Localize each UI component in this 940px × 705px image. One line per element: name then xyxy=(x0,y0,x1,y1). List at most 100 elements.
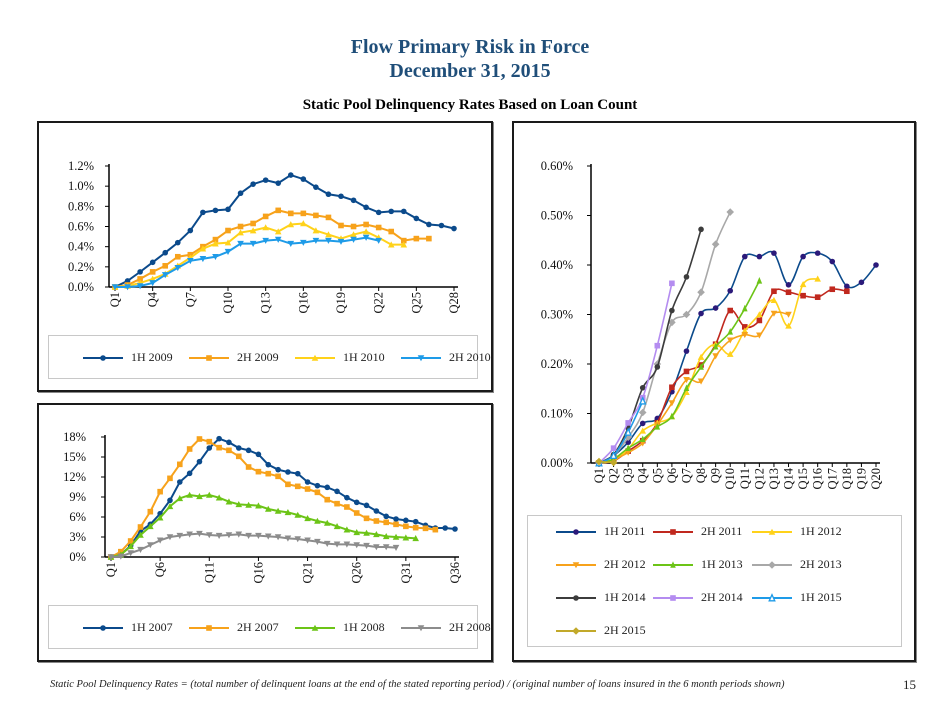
data-point xyxy=(274,228,282,235)
data-point xyxy=(325,214,332,221)
data-point xyxy=(294,511,302,518)
x-tick-label: Q1 xyxy=(108,292,122,307)
data-point xyxy=(412,535,419,542)
legend-marker xyxy=(768,560,776,569)
data-point xyxy=(698,226,704,233)
page-subtitle: Static Pool Delinquency Rates Based on L… xyxy=(302,97,638,113)
data-point xyxy=(215,532,223,539)
data-point xyxy=(363,529,370,536)
data-point xyxy=(167,497,173,504)
legend-marker xyxy=(206,624,212,631)
data-point xyxy=(237,240,244,247)
x-tick-label: Q36 xyxy=(448,562,462,584)
data-point xyxy=(698,363,704,370)
legend-swatch-icon xyxy=(295,624,335,631)
legend-label: 1H 2009 xyxy=(131,350,173,364)
y-tick-label: 18% xyxy=(63,430,86,444)
data-point xyxy=(199,255,207,263)
footnote: Static Pool Delinquency Rates = (total n… xyxy=(50,679,785,690)
data-point xyxy=(697,288,705,297)
data-point xyxy=(174,253,181,260)
x-tick-label: Q31 xyxy=(399,562,413,584)
data-point xyxy=(609,458,618,467)
data-point xyxy=(373,531,380,538)
series-line xyxy=(110,493,416,558)
data-point xyxy=(196,530,203,537)
data-point xyxy=(426,221,432,228)
data-point xyxy=(785,322,792,329)
data-point xyxy=(654,342,661,349)
data-point xyxy=(127,538,134,544)
legend-swatch-icon xyxy=(556,528,596,535)
data-point xyxy=(196,458,203,465)
data-point xyxy=(137,524,144,530)
legend-swatch-icon xyxy=(189,354,229,361)
data-point xyxy=(304,479,311,485)
data-point xyxy=(412,518,419,525)
data-point xyxy=(800,253,806,260)
data-point xyxy=(225,498,233,505)
x-tick-label: Q10 xyxy=(723,468,737,490)
data-point xyxy=(639,427,647,434)
data-point xyxy=(304,537,311,544)
data-point xyxy=(609,450,618,460)
x-tick-label: Q11 xyxy=(202,562,216,583)
data-point xyxy=(255,451,262,458)
legend-label: 1H 2014 xyxy=(604,590,646,604)
series-line xyxy=(598,288,847,464)
data-point xyxy=(245,532,252,539)
series-line xyxy=(598,278,818,464)
y-tick-label: 0.2% xyxy=(68,260,94,274)
legend-swatch-icon xyxy=(653,594,693,601)
data-point xyxy=(413,235,420,242)
legend-label: 2H 2014 xyxy=(701,590,743,604)
y-tick-label: 0.60% xyxy=(541,159,573,173)
data-point xyxy=(771,250,777,256)
data-point xyxy=(770,296,778,303)
data-point xyxy=(187,257,194,265)
legend-item: 1H 2011 xyxy=(556,524,645,539)
data-point xyxy=(402,534,410,541)
y-tick-label: 0.00% xyxy=(541,456,573,470)
data-point xyxy=(235,453,242,460)
data-point xyxy=(873,262,879,268)
x-tick-label: Q21 xyxy=(301,562,315,584)
legend-marker xyxy=(670,594,676,601)
data-point xyxy=(187,227,194,234)
data-point xyxy=(124,284,131,291)
data-point xyxy=(325,191,332,198)
data-point xyxy=(392,544,400,551)
data-point xyxy=(225,206,231,213)
data-point xyxy=(196,493,203,500)
data-point xyxy=(262,213,269,220)
legend-chart2: 1H 2007 2H 2007 1H 2008 2H 2008 xyxy=(48,605,491,649)
legend-label: 2H 2013 xyxy=(800,557,842,571)
data-point xyxy=(176,495,184,502)
series-2h-2010 xyxy=(111,234,382,291)
chart2: 0% 3% 6% 9% 12% 15% 18% Q1 Q6 Q11 Q16 Q21 Q26 Q31 Q36 xyxy=(63,430,462,584)
legend-item: 2H 2011 xyxy=(653,524,742,539)
data-point xyxy=(107,554,115,561)
data-point xyxy=(373,518,380,524)
data-point xyxy=(275,473,281,480)
data-point xyxy=(205,532,213,539)
data-point xyxy=(363,542,370,549)
data-point xyxy=(741,324,748,330)
legend-label: 2H 2011 xyxy=(701,524,743,538)
data-point xyxy=(669,307,675,314)
data-point xyxy=(683,348,690,354)
data-point xyxy=(334,500,340,507)
series-2h-2009 xyxy=(112,207,432,290)
data-point xyxy=(682,310,691,319)
data-point xyxy=(284,535,292,542)
data-point xyxy=(669,412,675,420)
data-point xyxy=(245,447,252,454)
data-point xyxy=(287,172,294,178)
x-tick-label: Q1 xyxy=(592,468,606,483)
data-point xyxy=(314,538,321,545)
y-tick-label: 15% xyxy=(63,450,86,464)
data-point xyxy=(350,197,357,204)
legend-swatch-icon xyxy=(752,592,792,601)
legend-chart3: 1H 2011 2H 2011 1H 2012 2H 2012 1H 2013 2H 20… xyxy=(527,515,902,647)
data-point xyxy=(212,207,219,214)
